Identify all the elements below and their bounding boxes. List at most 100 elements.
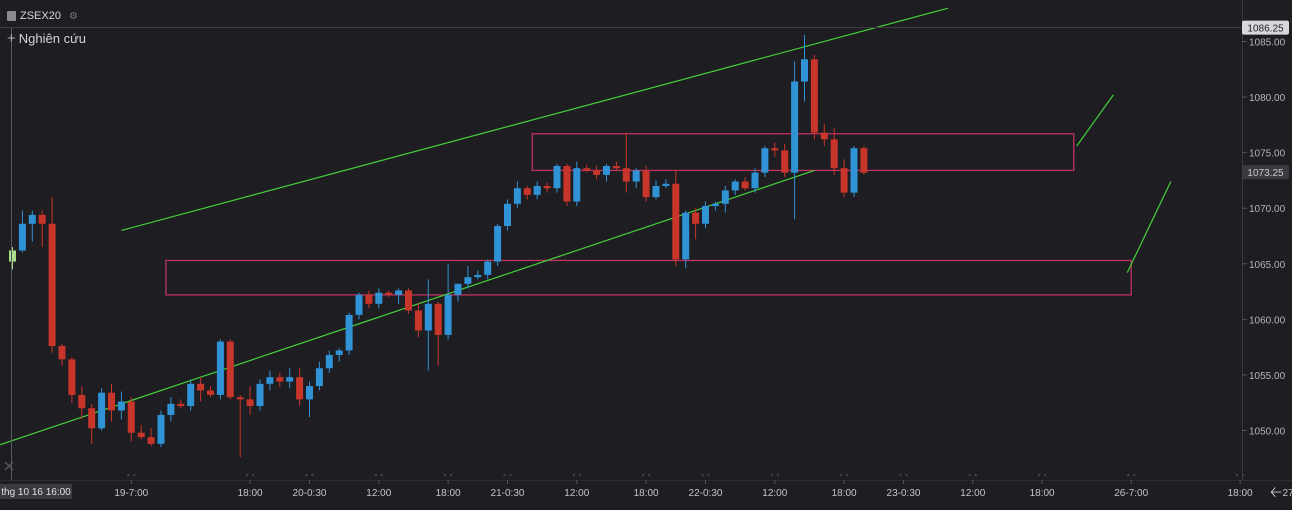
- candle: [850, 145, 858, 198]
- candle-body: [355, 294, 363, 315]
- candle: [58, 343, 66, 367]
- y-tick-label: 1080.00: [1249, 93, 1286, 104]
- candle: [741, 177, 749, 191]
- candle-body: [464, 277, 472, 284]
- current-price-badge: 1073.25: [1242, 165, 1289, 180]
- candle: [355, 292, 363, 320]
- candle: [484, 259, 492, 280]
- candle: [751, 168, 759, 193]
- candle: [711, 201, 719, 211]
- symbol-selector[interactable]: ZSEX20 ⚙: [7, 10, 78, 22]
- candle: [533, 181, 541, 200]
- trendline[interactable]: [121, 7, 949, 232]
- candle-body: [533, 185, 541, 195]
- session-dot: [770, 473, 774, 477]
- candle-body: [177, 403, 185, 407]
- candle: [632, 168, 640, 189]
- candle-body: [801, 59, 808, 82]
- candle: [702, 201, 709, 229]
- candle-body: [385, 292, 393, 295]
- trendline[interactable]: [1126, 181, 1172, 273]
- candle-body: [306, 386, 313, 400]
- y-tick-label: 1065.00: [1249, 260, 1286, 271]
- session-dot: [968, 473, 972, 477]
- x-tick-label: 19-7:00: [114, 488, 148, 499]
- trendline[interactable]: [1076, 94, 1114, 147]
- zone-rectangle[interactable]: [531, 133, 1075, 172]
- top-price-badge: 1086.25: [1242, 20, 1289, 35]
- trendlines[interactable]: [0, 7, 1172, 450]
- candle: [801, 34, 808, 102]
- x-tick-label: 12:00: [960, 488, 985, 499]
- arrow-left-icon[interactable]: 🡠: [1269, 484, 1282, 501]
- candle-body: [761, 148, 769, 173]
- symbol-icon: [7, 11, 16, 21]
- candle-body: [603, 165, 610, 175]
- candle: [167, 397, 175, 422]
- price-axis[interactable]: 1050.00 1055.00 1060.00 1065.00 1070.00 1075.…: [1249, 38, 1286, 438]
- candle: [345, 312, 353, 355]
- candle-body: [751, 172, 759, 189]
- candle-body: [58, 346, 66, 360]
- candle: [78, 386, 86, 420]
- candle-body: [147, 437, 155, 444]
- candle-body: [335, 350, 343, 355]
- candle-body: [187, 383, 195, 407]
- candle: [236, 394, 244, 458]
- crosshair-time-badge: thg 10 16 16:00: [0, 484, 72, 499]
- drag-icon[interactable]: [4, 461, 14, 471]
- gear-icon[interactable]: ⚙: [68, 10, 78, 22]
- candle-body: [840, 168, 848, 193]
- add-study-button[interactable]: + Nghiên cứu: [7, 31, 86, 46]
- rectangle-zones[interactable]: [165, 133, 1132, 296]
- x-tick-label: 18:00: [1030, 488, 1055, 499]
- candle-body: [702, 205, 709, 224]
- candle-body: [830, 139, 838, 169]
- session-dot: [974, 473, 978, 477]
- candle-body: [781, 150, 789, 173]
- candle-body: [88, 408, 96, 429]
- session-dot: [443, 473, 447, 477]
- candle-body: [137, 432, 145, 438]
- grid-lines: [127, 473, 1245, 477]
- current-price-badge-text: 1073.25: [1247, 168, 1284, 179]
- candle-body: [325, 354, 333, 369]
- candle-body: [424, 303, 432, 331]
- candle: [761, 145, 769, 178]
- x-tick-label: 27-0:30: [1283, 488, 1292, 499]
- candle-body: [593, 170, 601, 175]
- candle-body: [167, 403, 175, 415]
- session-dot: [503, 473, 506, 477]
- candle-body: [583, 168, 591, 171]
- candle-body: [771, 148, 779, 151]
- candle: [573, 161, 581, 206]
- candle-body: [523, 188, 531, 195]
- zone-rectangle[interactable]: [165, 259, 1132, 296]
- candle-body: [256, 383, 264, 407]
- time-axis[interactable]: 19-7:00 18:00 20-0:30 12:00 18:00 21-0:30 12:0…: [114, 488, 1292, 499]
- candle-body: [563, 165, 571, 202]
- candle: [622, 132, 630, 193]
- crosshair-time-text: thg 10 16 16:00: [1, 487, 71, 498]
- candle-body: [434, 303, 442, 335]
- x-tick-label: 12:00: [366, 488, 391, 499]
- candle-body: [108, 392, 115, 411]
- candle-body: [791, 81, 799, 173]
- candle: [414, 302, 422, 338]
- candle-body: [612, 165, 620, 169]
- y-tick-label: 1075.00: [1249, 149, 1286, 160]
- candle: [672, 170, 680, 267]
- candle: [553, 163, 561, 193]
- y-tick-label: 1050.00: [1249, 427, 1286, 438]
- candle: [38, 210, 46, 248]
- session-dot: [905, 473, 908, 477]
- session-dot: [899, 473, 902, 477]
- candle-body: [365, 294, 373, 304]
- candle-body: [216, 341, 224, 395]
- candle: [157, 410, 165, 448]
- candle-body: [622, 168, 630, 182]
- candle-body: [553, 165, 561, 189]
- session-dot: [133, 473, 136, 477]
- top-price-badge-bg: [1242, 20, 1289, 35]
